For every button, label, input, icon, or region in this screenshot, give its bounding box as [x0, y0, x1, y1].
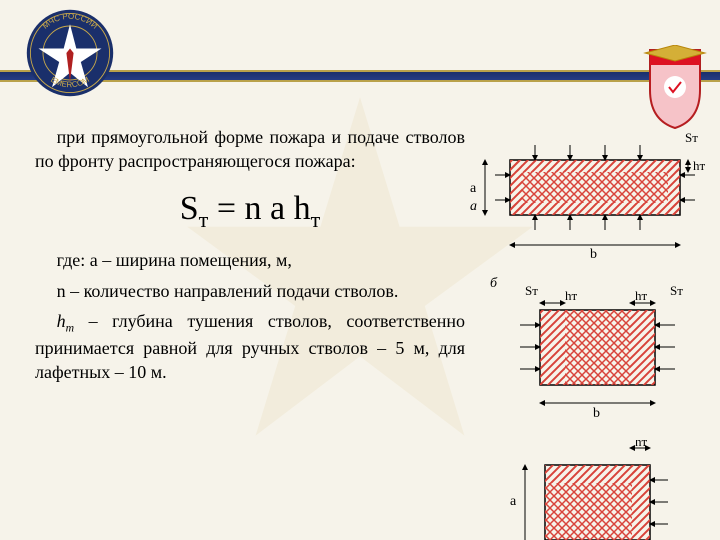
- svg-text:b: b: [590, 247, 597, 260]
- diagram-c: hт a: [490, 440, 705, 540]
- diagram-a: Sт a b hт а: [470, 130, 710, 260]
- paragraph-intro: при прямоугольной форме пожара и подаче …: [35, 125, 465, 174]
- svg-text:hт: hт: [635, 440, 648, 449]
- emblem-right: [640, 45, 710, 130]
- definition-h: hт – глубина тушения стволов, соответств…: [35, 309, 465, 385]
- svg-text:Sт: Sт: [670, 283, 683, 298]
- formula: Sт = n a hт: [35, 186, 465, 235]
- svg-text:hт: hт: [635, 288, 648, 303]
- svg-text:Sт: Sт: [685, 130, 698, 145]
- emblem-left: МЧС РОССИИ EMERCOM: [25, 8, 115, 98]
- main-text-block: при прямоугольной форме пожара и подаче …: [35, 125, 465, 385]
- svg-text:b: b: [593, 406, 600, 421]
- svg-text:Sт: Sт: [525, 283, 538, 298]
- svg-text:a: a: [510, 494, 517, 509]
- definition-n: n – количество направлений подачи стволо…: [35, 279, 465, 303]
- svg-text:a: a: [470, 181, 477, 196]
- svg-text:hт: hт: [693, 158, 706, 173]
- svg-text:а: а: [470, 199, 477, 214]
- svg-text:б: б: [490, 276, 498, 291]
- svg-text:hт: hт: [565, 288, 578, 303]
- diagram-b: б Sт Sт hт hт b: [490, 275, 705, 425]
- definition-a: где: а – ширина помещения, м,: [35, 248, 465, 272]
